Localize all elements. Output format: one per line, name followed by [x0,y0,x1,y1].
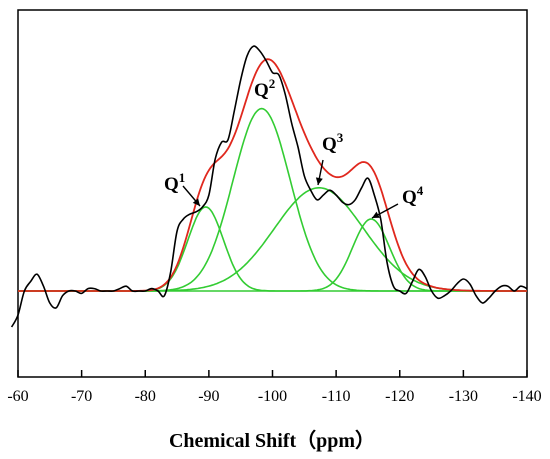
peak-arrowhead [372,211,380,218]
x-axis-title: Chemical Shift（ppm） [169,429,375,452]
peak-label-letter: Q [254,80,269,101]
peak-label-sup: 3 [337,130,344,145]
peak-label-letter: Q [164,174,179,195]
x-tick-label: -100 [258,388,287,405]
component-curve [18,206,527,292]
peak-label-q2: Q2 [254,76,275,101]
peak-label-sup: 2 [269,76,276,91]
peak-arrowhead [192,198,200,206]
peak-label-letter: Q [322,134,337,155]
peak-label-q3: Q3 [322,130,344,155]
component-curve [18,187,527,292]
x-tick-label: -120 [385,388,414,405]
peak-label-q1: Q1 [164,170,185,195]
peak-label-q4: Q4 [402,183,424,208]
peak-arrowhead [315,177,323,185]
x-axis-ticks [17,370,528,377]
experimental-spectrum [10,45,528,328]
x-axis-tick-labels: -60 -70 -80 -90 -100 -110 -120 -130 -140 [7,388,541,405]
x-tick-label: -130 [449,388,478,405]
x-tick-label: -70 [71,388,92,405]
fit-curve [18,58,527,292]
x-tick-label: -90 [198,388,219,405]
peak-label-sup: 4 [417,183,424,198]
x-tick-label: -140 [512,388,541,405]
x-tick-label: -60 [7,388,28,405]
x-tick-label: -80 [135,388,156,405]
component-curve [18,107,527,292]
peak-label-letter: Q [402,187,417,208]
plot-frame [17,9,528,378]
x-tick-label: -110 [322,388,351,405]
series-layer [10,45,528,328]
peak-label-sup: 1 [179,170,186,185]
